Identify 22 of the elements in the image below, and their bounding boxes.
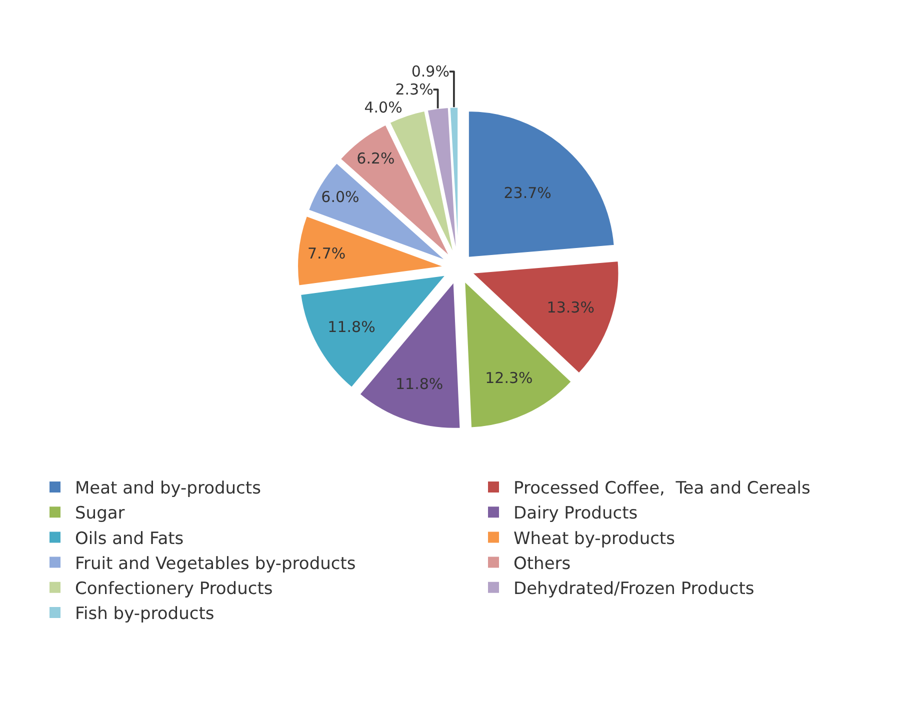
data-label: 11.8% — [328, 318, 376, 336]
legend-label: Confectionery Products — [75, 579, 273, 600]
data-label: 11.8% — [395, 374, 444, 393]
data-label: 7.7% — [308, 244, 346, 263]
legend-label: Meat and by-products — [75, 478, 262, 499]
data-label: 6.2% — [356, 150, 395, 168]
data-label: 0.9% — [411, 62, 450, 81]
data-label: 4.0% — [364, 98, 402, 117]
legend-label: Dehydrated/Frozen Products — [514, 579, 754, 600]
legend-label: Dairy Products — [514, 504, 638, 524]
data-label: 12.3% — [485, 369, 533, 388]
legend-label: Sugar — [75, 504, 125, 524]
data-label: 6.0% — [321, 188, 360, 206]
data-label: 23.7% — [504, 184, 552, 202]
legend-label: Others — [514, 554, 571, 574]
legend-label: Fish by-products — [75, 604, 214, 624]
legend-label: Fruit and Vegetables by-products — [75, 554, 356, 574]
legend-label: Wheat by-products — [514, 528, 676, 549]
data-label: 2.3% — [395, 80, 434, 99]
legend-label: Oils and Fats — [75, 528, 184, 549]
legend-label: Processed Coffee, Tea and Cereals — [514, 478, 810, 499]
data-label: 13.3% — [546, 298, 594, 316]
